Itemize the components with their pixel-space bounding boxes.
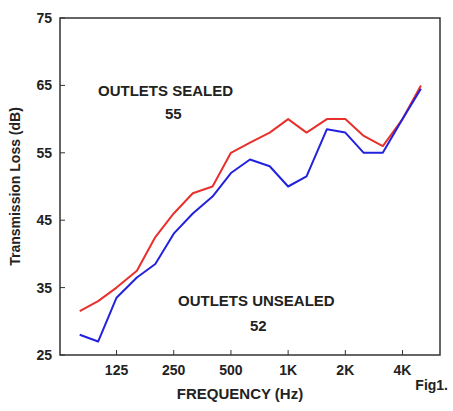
plot-frame [60, 18, 440, 355]
y-tick [60, 152, 65, 153]
annotation: Fig1. [415, 377, 448, 393]
series-group [80, 85, 421, 341]
series-label: OUTLETS SEALED [98, 82, 233, 99]
y-tick [60, 220, 65, 221]
x-axis-label: FREQUENCY (Hz) [177, 385, 303, 402]
x-tick [402, 350, 403, 355]
series-line [80, 85, 421, 311]
y-tick-label: 65 [36, 77, 52, 93]
x-tick [230, 350, 231, 355]
y-tick [60, 355, 65, 356]
x-tick [345, 350, 346, 355]
x-tick-label: 2K [336, 362, 354, 378]
y-tick [60, 287, 65, 288]
x-tick [288, 350, 289, 355]
annotation: 55 [165, 105, 182, 122]
series-line [80, 89, 421, 342]
x-tick-label: 500 [219, 362, 243, 378]
y-tick-label: 35 [36, 280, 52, 296]
x-tick-label: 125 [105, 362, 129, 378]
annotation: 52 [250, 317, 267, 334]
y-tick-label: 75 [36, 10, 52, 26]
y-tick [60, 18, 65, 19]
x-tick [173, 350, 174, 355]
series-label: OUTLETS UNSEALED [178, 292, 335, 309]
y-tick-label: 45 [36, 212, 52, 228]
chart-svg: 25 35 45 55 65 75 125 250 500 1K 2K 4K FREQUENCY (Hz… [0, 0, 453, 411]
y-tick [60, 85, 65, 86]
chart-container: 25 35 45 55 65 75 125 250 500 1K 2K 4K FREQUENCY (Hz… [0, 0, 453, 411]
x-tick [116, 350, 117, 355]
y-tick-label: 55 [36, 145, 52, 161]
x-tick-label: 250 [162, 362, 186, 378]
x-tick-label: 4K [394, 362, 412, 378]
x-tick-label: 1K [279, 362, 297, 378]
y-tick-label: 25 [36, 347, 52, 363]
y-axis-label: Transmission Loss (dB) [7, 107, 23, 266]
